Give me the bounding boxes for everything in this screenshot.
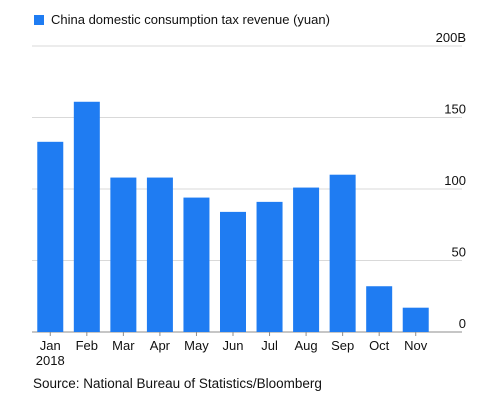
y-tick-label: 200B [436, 30, 466, 45]
y-axis-ticks: 0 50 100 150 200B [436, 30, 466, 331]
x-tick-label: Jan 2018 [36, 338, 65, 368]
legend-label: China domestic consumption tax revenue (… [51, 12, 330, 27]
bar [402, 307, 429, 332]
bar [37, 141, 64, 332]
y-tick-label: 50 [452, 245, 466, 260]
x-tick-label: Nov [404, 338, 428, 353]
x-tick-label: Oct [369, 338, 390, 353]
y-tick-label: 100 [444, 173, 466, 188]
x-tick-label: Mar [112, 338, 135, 353]
bar [293, 187, 320, 332]
bar [146, 177, 173, 332]
bar [256, 201, 283, 332]
x-tick-label: Aug [295, 338, 318, 353]
legend: China domestic consumption tax revenue (… [34, 12, 330, 27]
bar [73, 101, 100, 333]
bar [110, 177, 137, 332]
x-tick-label: May [184, 338, 209, 353]
source-note: Source: National Bureau of Statistics/Bl… [33, 376, 322, 391]
x-tick-label: Feb [76, 338, 98, 353]
y-tick-label: 150 [444, 102, 466, 117]
bar [366, 286, 393, 332]
bar [220, 211, 246, 332]
bar [329, 174, 356, 332]
legend-swatch [34, 15, 44, 25]
x-axis-ticks: Jan 2018 Feb Mar Apr May Jun Jul Aug Sep Oct Nov [36, 332, 428, 368]
x-tick-label: Jul [261, 338, 278, 353]
x-tick-label: Sep [331, 338, 354, 353]
x-tick-label: Apr [150, 338, 171, 353]
bars [37, 101, 429, 333]
bar [183, 197, 210, 332]
x-tick-label: Jun [223, 338, 244, 353]
y-tick-label: 0 [459, 316, 466, 331]
